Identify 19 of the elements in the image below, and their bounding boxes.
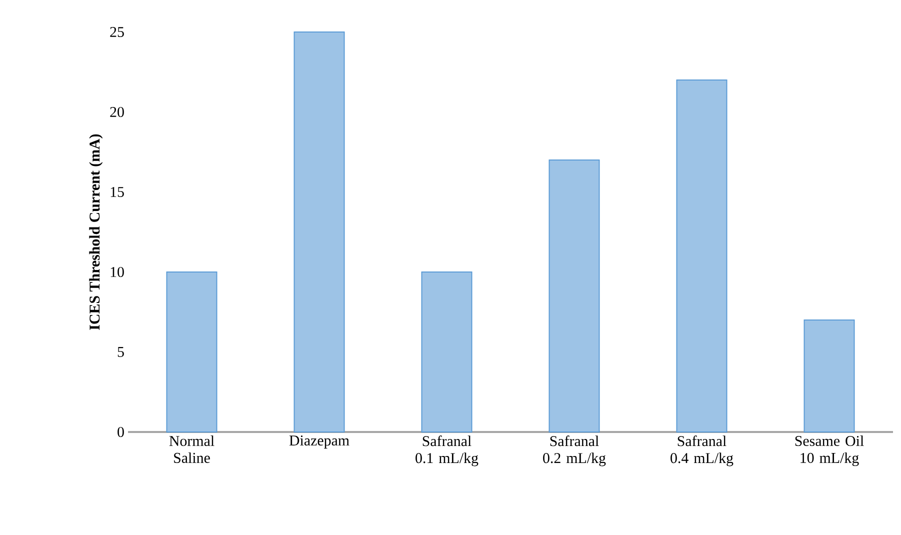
x-tick-label: Safranal 0.1 mL/kg: [416, 436, 478, 466]
x-tick-label: Safranal 0.2 mL/kg: [543, 436, 606, 466]
y-tick-label: 0: [118, 426, 124, 438]
y-tick-label: 25: [110, 26, 124, 38]
y-tick-label: 10: [110, 266, 124, 278]
x-tick-label: Sesame Oil 10 mL/kg: [795, 436, 864, 466]
bar: [294, 31, 345, 432]
y-tick-label: 5: [118, 347, 124, 357]
x-tick-label: Safranal 0.4 mL/kg: [670, 436, 734, 466]
y-tick-label: 15: [110, 187, 124, 197]
y-tick-label: 20: [110, 106, 124, 118]
bar: [548, 159, 600, 432]
y-axis-title: ICES Threshold Current (mA): [89, 134, 103, 330]
bar: [676, 79, 728, 432]
bar: [166, 272, 218, 432]
bar: [804, 320, 855, 432]
x-tick-label: Normal Saline: [169, 436, 214, 463]
bar: [421, 272, 472, 432]
x-tick-label: Diazepam: [289, 436, 350, 449]
